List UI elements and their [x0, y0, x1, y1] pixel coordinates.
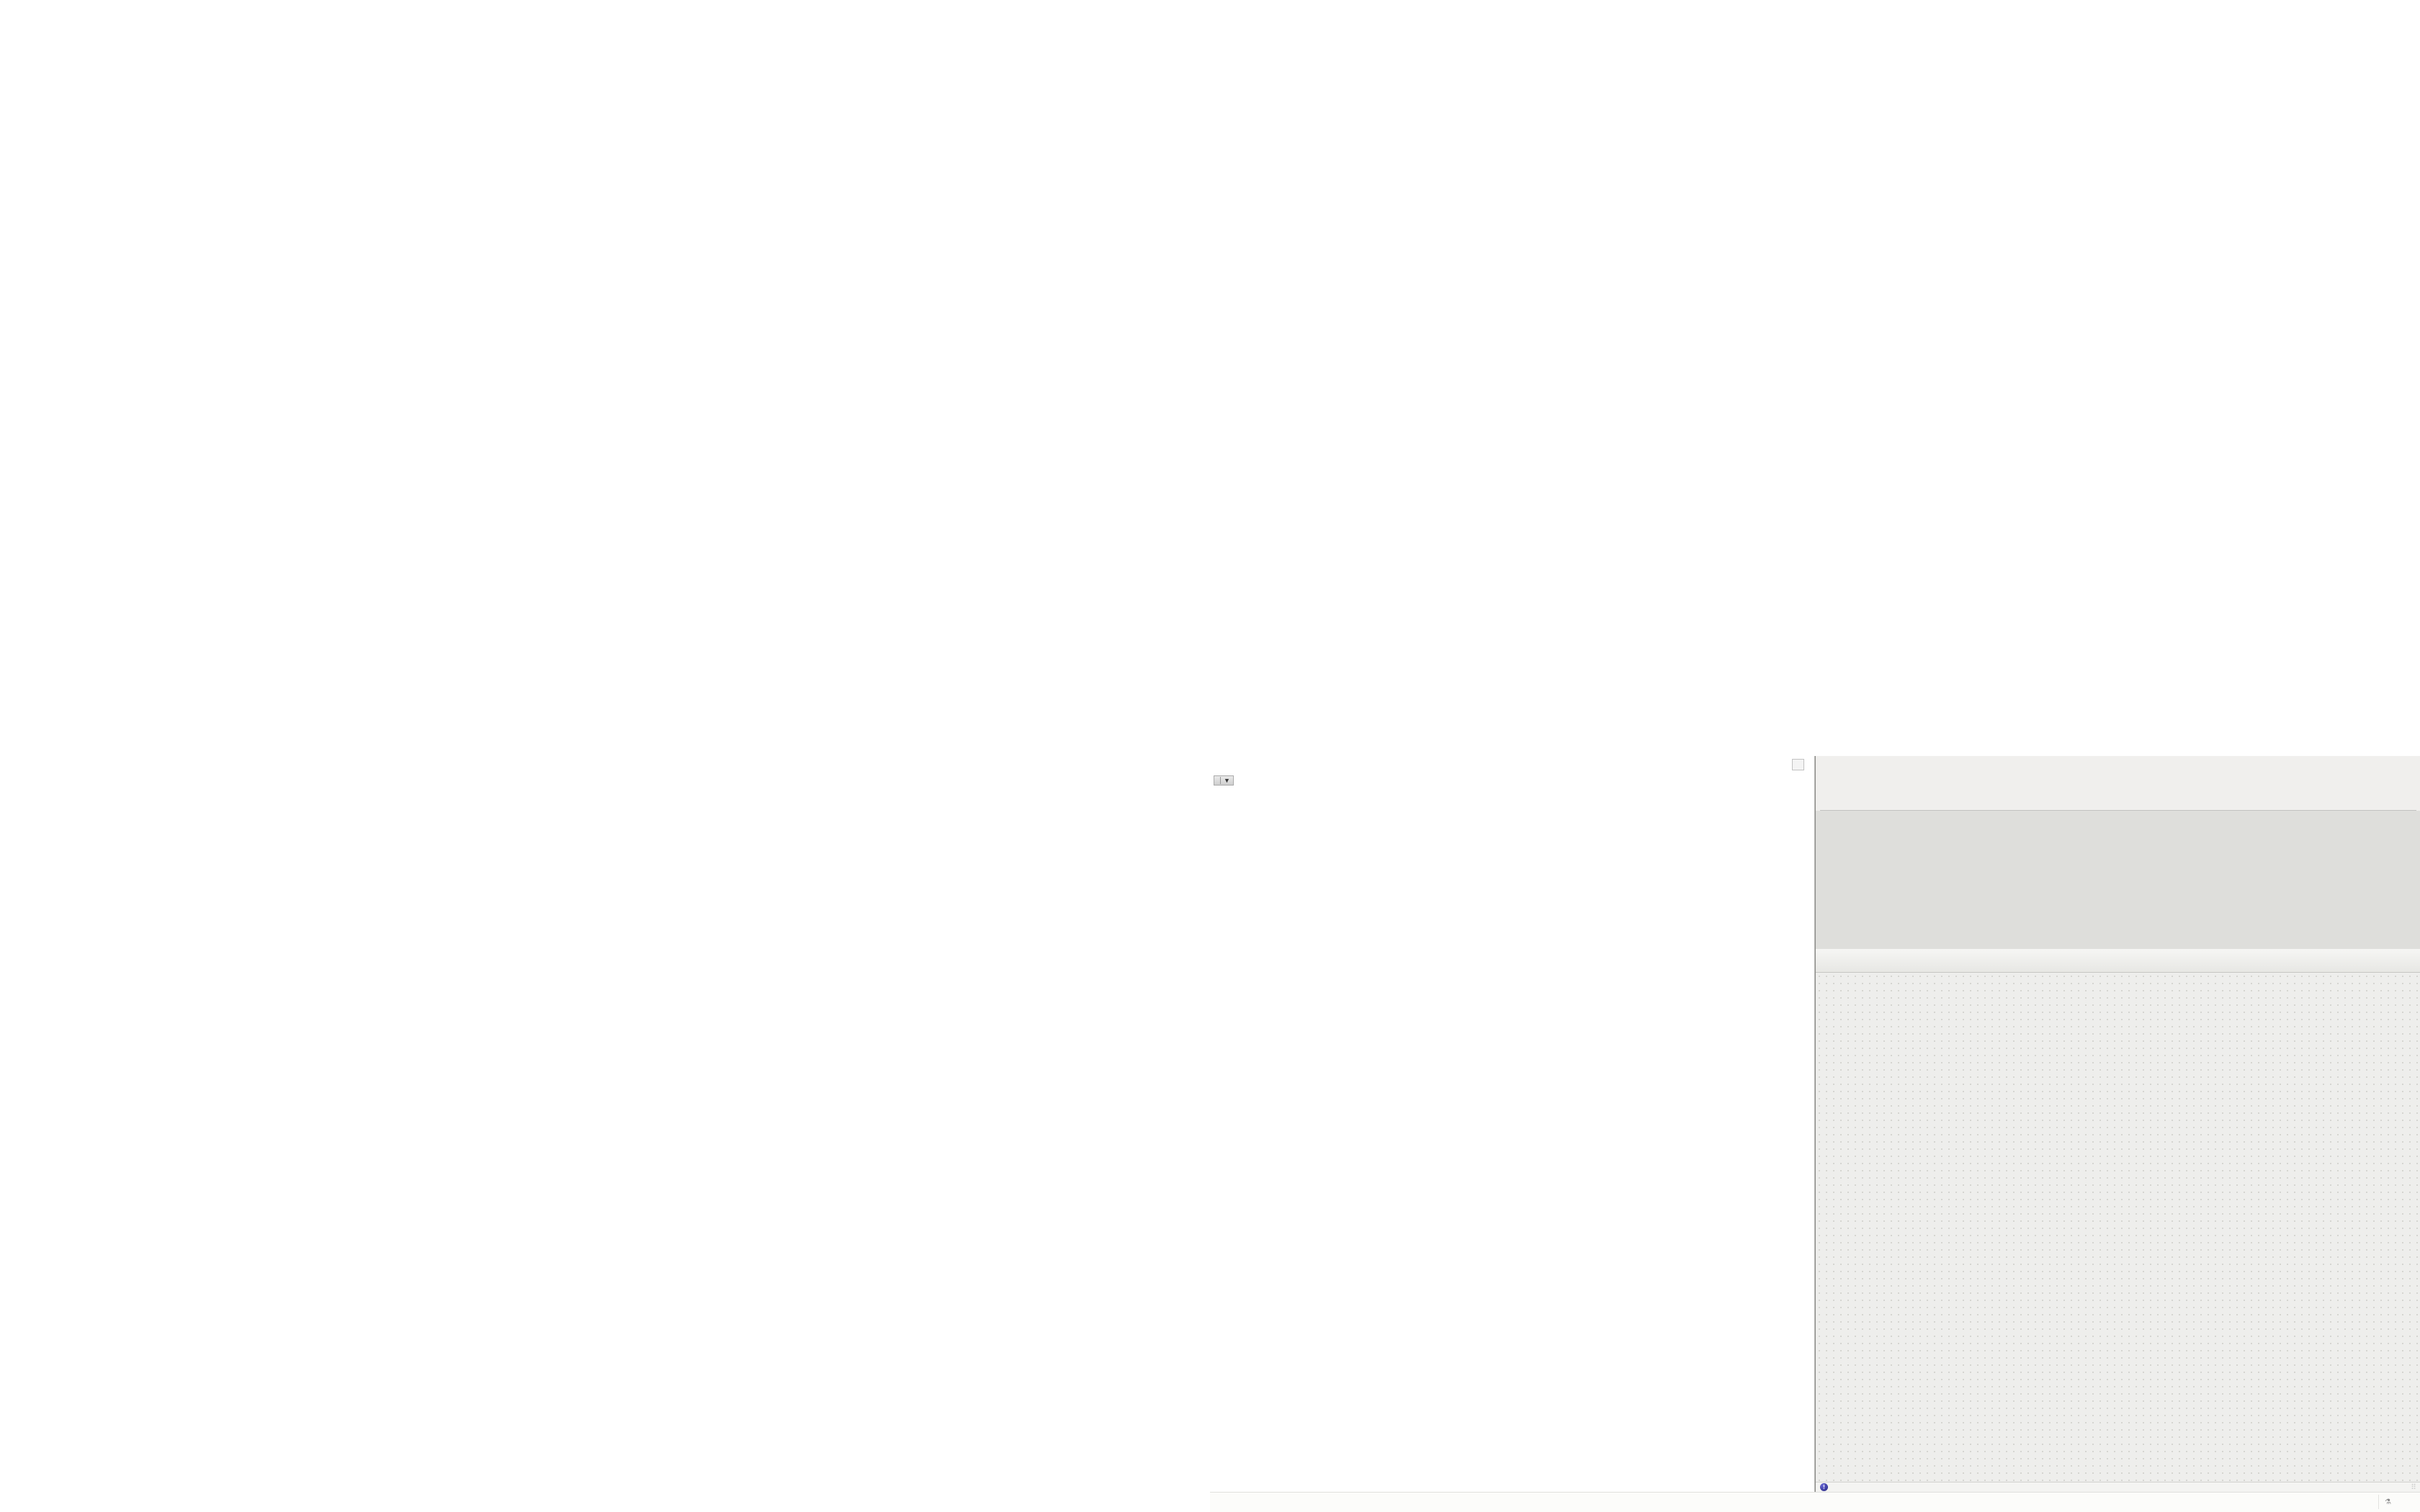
system-monitor-widget: ⚗ — [2378, 1495, 2400, 1509]
viewport-projection-dropdown[interactable]: ▼ — [1214, 775, 1234, 786]
canvas-toolbar — [1816, 949, 2420, 973]
resize-grip-icon[interactable]: ⠿ — [2411, 1482, 2416, 1492]
monitor-icon: ⚗ — [2385, 1498, 2391, 1506]
component-palette — [1816, 811, 2420, 949]
grasshopper-titlebar[interactable] — [1816, 758, 2420, 773]
solution-info-icon: ! — [1820, 1483, 1828, 1491]
chevron-down-icon: ▼ — [1220, 777, 1230, 784]
grasshopper-status-bar: ! ⠿ — [1816, 1482, 2420, 1492]
apollonian-fractal-drawing — [1210, 756, 1814, 1492]
desktop-taskbar: ⚗ — [1210, 1492, 2420, 1512]
rhino-viewport-panel: ▼ — [1210, 756, 1815, 1492]
grasshopper-canvas[interactable] — [1816, 973, 2420, 1482]
viewport-close-button[interactable] — [1792, 759, 1804, 770]
grasshopper-window: ! ⠿ — [1815, 756, 2420, 1492]
screenshot-original: ▼ ! ⠿ ⚗ — [1210, 756, 2420, 1512]
component-tab-bar — [1820, 791, 2416, 811]
